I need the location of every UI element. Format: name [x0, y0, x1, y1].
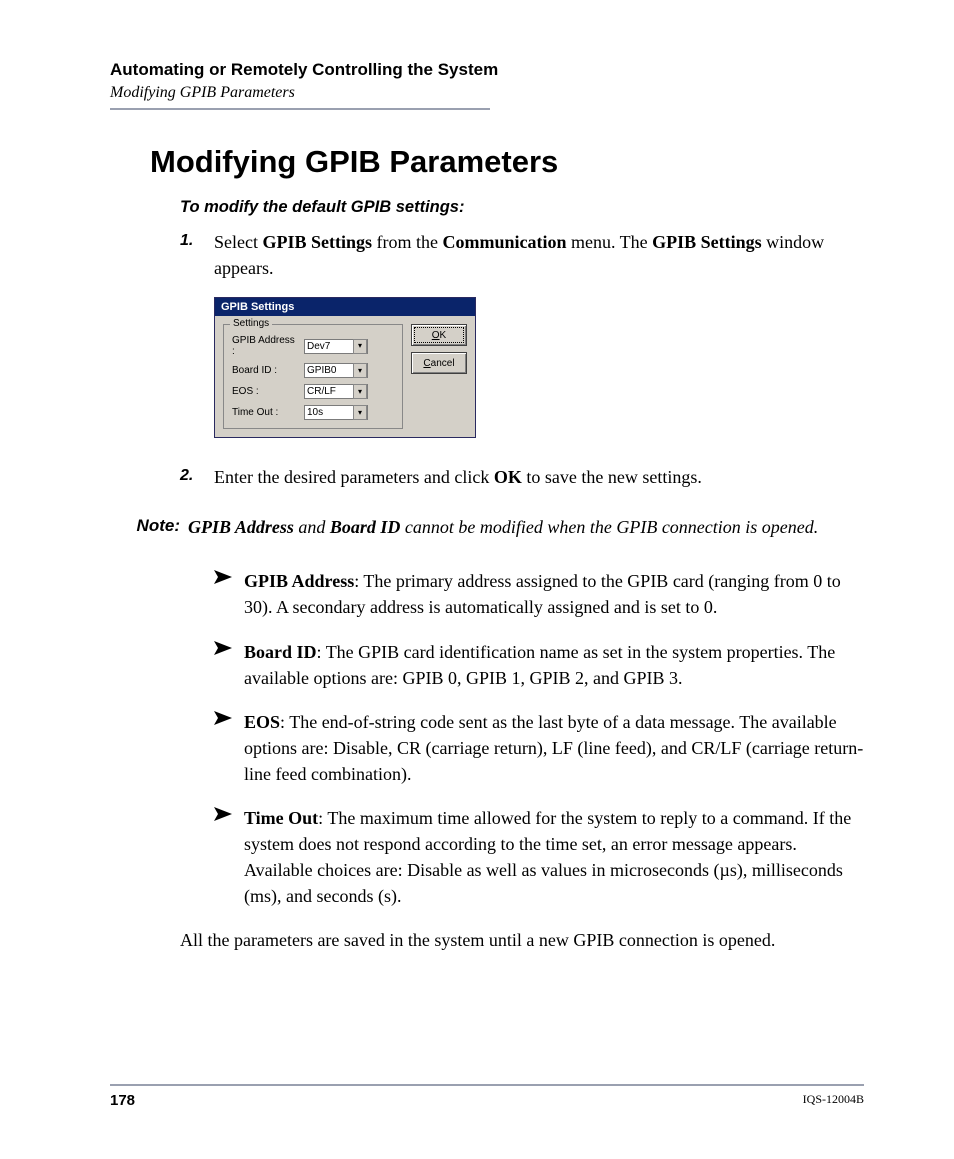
chevron-down-icon: ▾ [353, 363, 367, 378]
document-id: IQS-12004B [803, 1092, 864, 1109]
select-timeout-value: 10s [307, 407, 323, 418]
select-board-id-value: GPIB0 [307, 365, 336, 376]
select-eos-value: CR/LF [307, 386, 336, 397]
note-body: GPIB Address and Board ID cannot be modi… [188, 514, 864, 540]
bullet-body: EOS: The end-of-string code sent as the … [244, 709, 864, 787]
chevron-down-icon: ▾ [353, 339, 367, 354]
bullet-eos: EOS: The end-of-string code sent as the … [214, 709, 864, 787]
chevron-down-icon: ▾ [353, 405, 367, 420]
section-title: Modifying GPIB Parameters [110, 84, 864, 102]
step-2: 2. Enter the desired parameters and clic… [180, 464, 864, 490]
arrow-bullet-icon [214, 805, 244, 909]
chapter-title: Automating or Remotely Controlling the S… [110, 60, 864, 80]
step-body: Enter the desired parameters and click O… [214, 464, 864, 490]
cancel-button[interactable]: Cancel [411, 352, 467, 374]
row-eos: EOS : CR/LF ▾ [232, 384, 394, 399]
header-rule [110, 108, 490, 110]
arrow-bullet-icon [214, 568, 244, 620]
label-gpib-address: GPIB Address : [232, 335, 300, 357]
bullet-body: Board ID: The GPIB card identification n… [244, 639, 864, 691]
chevron-down-icon: ▾ [353, 384, 367, 399]
bullet-gpib-address: GPIB Address: The primary address assign… [214, 568, 864, 620]
label-timeout: Time Out : [232, 407, 300, 418]
arrow-bullet-icon [214, 639, 244, 691]
gpib-settings-dialog-figure: GPIB Settings Settings GPIB Address : De… [214, 297, 864, 438]
settings-group: Settings GPIB Address : Dev7 ▾ Board ID … [223, 324, 403, 429]
bullet-body: Time Out: The maximum time allowed for t… [244, 805, 864, 909]
bullet-timeout: Time Out: The maximum time allowed for t… [214, 805, 864, 909]
settings-group-legend: Settings [230, 318, 272, 329]
select-board-id[interactable]: GPIB0 ▾ [304, 363, 368, 378]
step-number: 1. [180, 229, 214, 281]
label-eos: EOS : [232, 386, 300, 397]
row-board-id: Board ID : GPIB0 ▾ [232, 363, 394, 378]
page-footer: 178 IQS-12004B [110, 1084, 864, 1109]
select-eos[interactable]: CR/LF ▾ [304, 384, 368, 399]
select-timeout[interactable]: 10s ▾ [304, 405, 368, 420]
row-timeout: Time Out : 10s ▾ [232, 405, 394, 420]
gpib-settings-dialog: GPIB Settings Settings GPIB Address : De… [214, 297, 476, 438]
bullet-body: GPIB Address: The primary address assign… [244, 568, 864, 620]
row-gpib-address: GPIB Address : Dev7 ▾ [232, 335, 394, 357]
bullet-board-id: Board ID: The GPIB card identification n… [214, 639, 864, 691]
step-body: Select GPIB Settings from the Communicat… [214, 229, 864, 281]
arrow-bullet-icon [214, 709, 244, 787]
closing-paragraph: All the parameters are saved in the syst… [180, 927, 864, 953]
select-gpib-address-value: Dev7 [307, 341, 330, 352]
page-number: 178 [110, 1092, 135, 1109]
select-gpib-address[interactable]: Dev7 ▾ [304, 339, 368, 354]
page-heading: Modifying GPIB Parameters [150, 144, 864, 180]
dialog-title: GPIB Settings [215, 298, 475, 316]
ok-button[interactable]: OK [411, 324, 467, 346]
lead-in: To modify the default GPIB settings: [180, 198, 864, 217]
step-1: 1. Select GPIB Settings from the Communi… [180, 229, 864, 281]
step-number: 2. [180, 464, 214, 490]
note-label: Note: [110, 514, 188, 540]
label-board-id: Board ID : [232, 365, 300, 376]
definition-list: GPIB Address: The primary address assign… [214, 568, 864, 909]
note: Note: GPIB Address and Board ID cannot b… [110, 514, 864, 540]
